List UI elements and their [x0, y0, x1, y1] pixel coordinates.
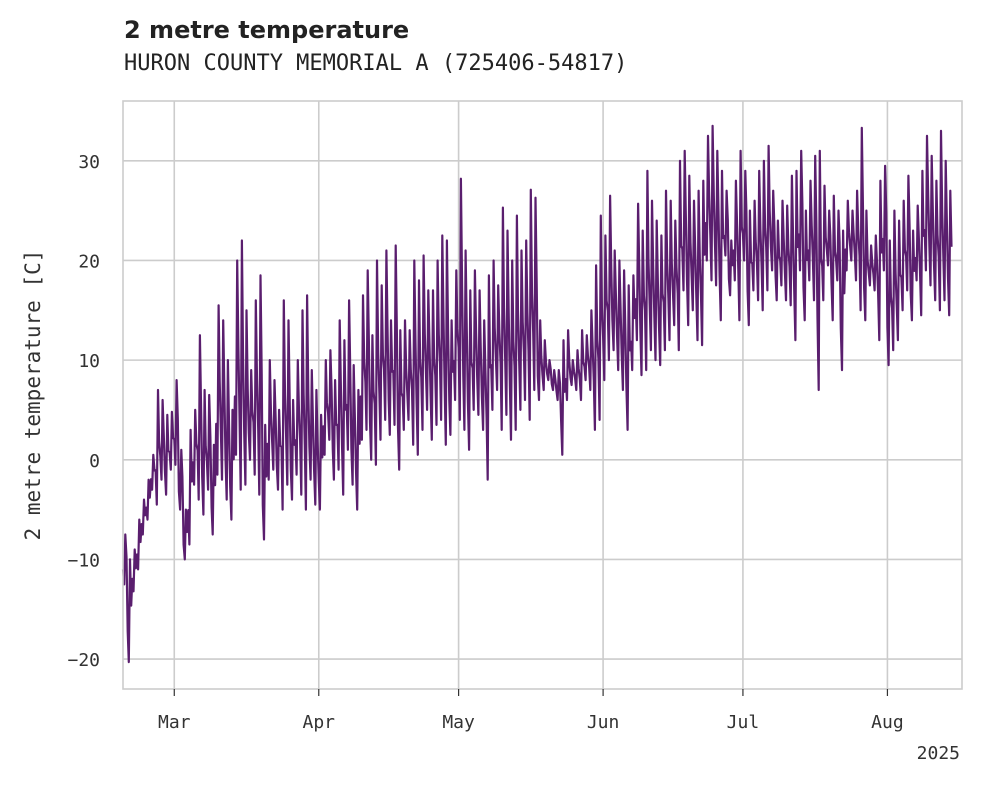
y-gridlines: [123, 159, 962, 660]
chart-title: 2 metre temperature: [124, 16, 410, 44]
y-tick-label: 30: [78, 152, 100, 173]
y-tick-label: 10: [78, 351, 100, 372]
chart-subtitle: HURON COUNTY MEMORIAL A (725406-54817): [124, 51, 628, 76]
x-tick-label: Jul: [727, 712, 760, 733]
x-tick-label: Apr: [303, 712, 336, 733]
y-tick-label: 20: [78, 251, 100, 272]
x-axis-ticks: Mar Apr May Jun Jul Aug: [158, 689, 904, 733]
y-tick-label: −20: [67, 650, 100, 671]
y-tick-label: 0: [89, 451, 100, 472]
x-tick-label: Mar: [158, 712, 191, 733]
x-tick-label: May: [442, 712, 475, 733]
x-tick-label: Jun: [587, 712, 620, 733]
y-axis-label: 2 metre temperature [C]: [21, 250, 45, 541]
temperature-line: [121, 124, 953, 664]
y-axis-ticks: −20 −10 0 10 20 30: [67, 152, 100, 671]
year-label: 2025: [917, 743, 960, 764]
y-tick-label: −10: [67, 550, 100, 571]
x-tick-label: Aug: [871, 712, 904, 733]
plot-frame: [122, 100, 963, 690]
